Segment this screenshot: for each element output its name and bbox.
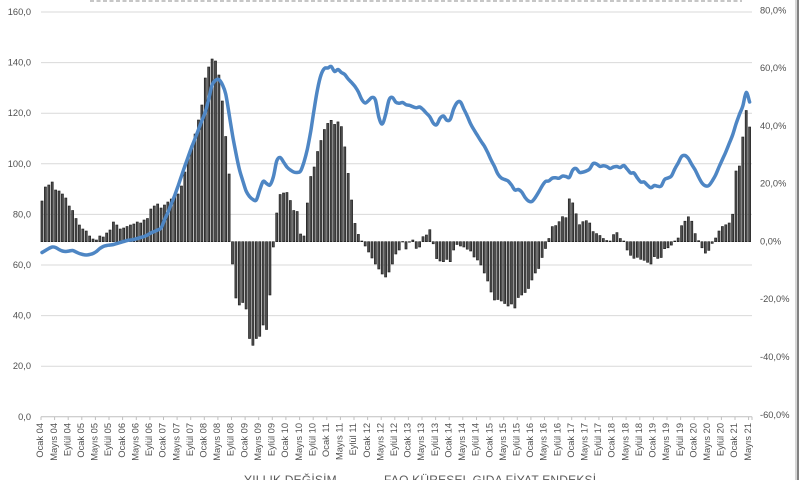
svg-text:Mayıs 21: Mayıs 21 bbox=[743, 423, 753, 461]
svg-text:-20,0%: -20,0% bbox=[760, 294, 789, 304]
svg-text:Ocak 19: Ocak 19 bbox=[648, 423, 658, 458]
svg-text:Eylül 10: Eylül 10 bbox=[307, 423, 317, 456]
svg-text:Ocak 06: Ocak 06 bbox=[117, 423, 127, 458]
svg-text:Ocak 16: Ocak 16 bbox=[525, 423, 535, 458]
svg-text:Mayıs 04: Mayıs 04 bbox=[49, 423, 59, 461]
svg-text:Eylül 06: Eylül 06 bbox=[144, 423, 154, 456]
svg-text:80,0: 80,0 bbox=[13, 209, 31, 219]
svg-text:Eylül 20: Eylül 20 bbox=[716, 423, 726, 456]
svg-text:20,0%: 20,0% bbox=[760, 179, 786, 189]
svg-text:Mayıs 07: Mayıs 07 bbox=[171, 423, 181, 461]
svg-text:Ocak 13: Ocak 13 bbox=[403, 423, 413, 458]
svg-text:Eylül 08: Eylül 08 bbox=[226, 423, 236, 456]
svg-text:Mayıs 13: Mayıs 13 bbox=[416, 423, 426, 461]
svg-text:160,0: 160,0 bbox=[8, 7, 31, 17]
svg-text:Eylül 17: Eylül 17 bbox=[593, 423, 603, 456]
svg-text:Mayıs 11: Mayıs 11 bbox=[335, 423, 345, 460]
svg-text:Eylül 16: Eylül 16 bbox=[552, 423, 562, 456]
svg-text:Eylül 05: Eylül 05 bbox=[103, 423, 113, 456]
svg-text:Eylül 04: Eylül 04 bbox=[62, 423, 72, 456]
svg-text:Ocak 15: Ocak 15 bbox=[484, 423, 494, 458]
svg-text:Mayıs 15: Mayıs 15 bbox=[498, 423, 508, 461]
svg-text:Mayıs 19: Mayıs 19 bbox=[661, 423, 671, 461]
svg-text:80,0%: 80,0% bbox=[760, 5, 786, 15]
svg-text:-40,0%: -40,0% bbox=[760, 352, 789, 362]
svg-text:Ocak 17: Ocak 17 bbox=[566, 423, 576, 458]
svg-text:Ocak 12: Ocak 12 bbox=[362, 423, 372, 458]
svg-text:Eylül 09: Eylül 09 bbox=[267, 423, 277, 456]
svg-text:Ocak 10: Ocak 10 bbox=[280, 423, 290, 458]
svg-text:Eylül 12: Eylül 12 bbox=[389, 423, 399, 456]
svg-text:120,0: 120,0 bbox=[8, 108, 31, 118]
svg-text:Ocak 18: Ocak 18 bbox=[607, 423, 617, 458]
svg-text:Eylül 11: Eylül 11 bbox=[348, 423, 358, 455]
svg-text:Mayıs 17: Mayıs 17 bbox=[580, 423, 590, 461]
svg-text:Mayıs 12: Mayıs 12 bbox=[375, 423, 385, 461]
svg-text:Mayıs 09: Mayıs 09 bbox=[253, 423, 263, 461]
svg-text:Ocak 08: Ocak 08 bbox=[199, 423, 209, 458]
svg-text:0,0%: 0,0% bbox=[760, 237, 781, 247]
svg-text:60,0%: 60,0% bbox=[760, 63, 786, 73]
svg-text:0,0: 0,0 bbox=[18, 412, 31, 422]
svg-text:Ocak 09: Ocak 09 bbox=[239, 423, 249, 458]
svg-text:Mayıs 18: Mayıs 18 bbox=[620, 423, 630, 461]
svg-text:Ocak 05: Ocak 05 bbox=[76, 423, 86, 458]
svg-text:Ocak 04: Ocak 04 bbox=[35, 423, 45, 458]
svg-text:20,0: 20,0 bbox=[13, 361, 31, 371]
svg-text:Mayıs 14: Mayıs 14 bbox=[457, 423, 467, 461]
svg-text:140,0: 140,0 bbox=[8, 58, 31, 68]
svg-text:60,0: 60,0 bbox=[13, 260, 31, 270]
svg-text:Ocak 20: Ocak 20 bbox=[688, 423, 698, 458]
svg-text:Eylül 07: Eylül 07 bbox=[185, 423, 195, 456]
svg-text:Ocak 14: Ocak 14 bbox=[443, 423, 453, 458]
svg-text:Ocak 11: Ocak 11 bbox=[321, 423, 331, 457]
svg-text:Eylül 19: Eylül 19 bbox=[675, 423, 685, 456]
svg-text:Eylül 13: Eylül 13 bbox=[430, 423, 440, 456]
svg-text:Ocak 21: Ocak 21 bbox=[729, 423, 739, 458]
svg-text:Mayıs 10: Mayıs 10 bbox=[294, 423, 304, 461]
svg-text:-60,0%: -60,0% bbox=[760, 410, 789, 420]
svg-text:40,0%: 40,0% bbox=[760, 121, 786, 131]
svg-text:100,0: 100,0 bbox=[8, 159, 31, 169]
svg-text:Mayıs 20: Mayıs 20 bbox=[702, 423, 712, 461]
svg-text:Mayıs 05: Mayıs 05 bbox=[90, 423, 100, 461]
svg-text:Ocak 07: Ocak 07 bbox=[158, 423, 168, 458]
svg-text:Eylül 18: Eylül 18 bbox=[634, 423, 644, 456]
svg-text:40,0: 40,0 bbox=[13, 311, 31, 321]
svg-text:Eylül 15: Eylül 15 bbox=[512, 423, 522, 456]
svg-text:Eylül 14: Eylül 14 bbox=[471, 423, 481, 456]
svg-text:Mayıs 08: Mayıs 08 bbox=[212, 423, 222, 461]
svg-text:Mayıs 16: Mayıs 16 bbox=[539, 423, 549, 461]
svg-text:Mayıs 06: Mayıs 06 bbox=[131, 423, 141, 461]
